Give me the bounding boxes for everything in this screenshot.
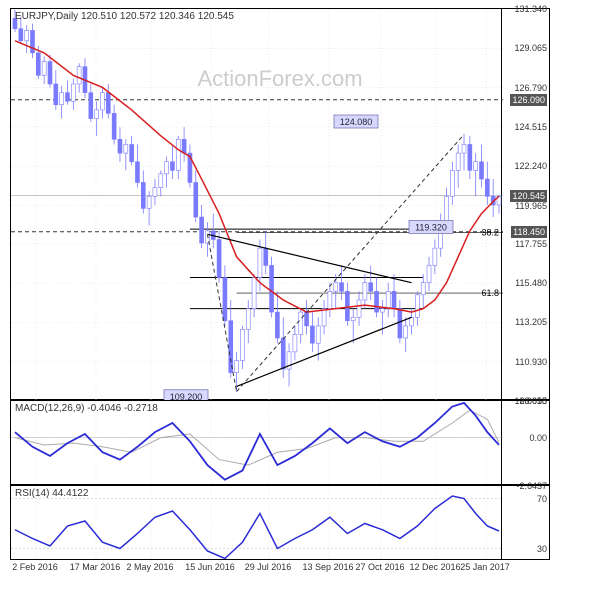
chart-title: EURJPY,Daily 120.510 120.572 120.346 120…	[15, 11, 234, 22]
main-price-chart: EURJPY,Daily 120.510 120.572 120.346 120…	[10, 8, 550, 400]
svg-text:124.080: 124.080	[340, 117, 373, 127]
macd-chart: MACD(12,26,9) -0.4046 -0.2718 2.00180.00…	[10, 400, 550, 485]
main-y-axis: 131.340129.065126.790124.515122.240119.9…	[501, 9, 549, 399]
x-axis: 2 Feb 201617 Mar 20162 May 201615 Jun 20…	[10, 560, 550, 600]
svg-text:38.2: 38.2	[481, 228, 499, 238]
rsi-y-axis: 7030	[501, 486, 549, 559]
svg-text:61.8: 61.8	[481, 288, 499, 298]
macd-y-axis: 2.00180.00-2.6437	[501, 401, 549, 484]
rsi-chart: RSI(14) 44.4122 7030	[10, 485, 550, 560]
macd-title: MACD(12,26,9) -0.4046 -0.2718	[15, 403, 158, 414]
main-plot-area: 38.261.8124.080119.320109.200	[11, 9, 503, 401]
svg-text:119.320: 119.320	[415, 222, 447, 232]
rsi-title: RSI(14) 44.4122	[15, 488, 88, 499]
